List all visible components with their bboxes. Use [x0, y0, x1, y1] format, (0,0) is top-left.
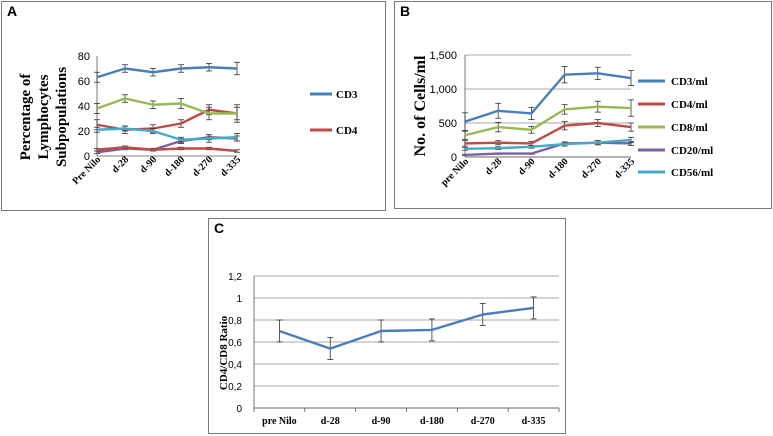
error-bar [276, 319, 283, 343]
chart-a-ylabel-line-1: Percentage of [18, 73, 34, 161]
chart-a-ylabel: Percentage of Lymphocytes Subpopulations [18, 67, 70, 167]
chart-c-ylabel: CD4/CD8 Ratio [218, 315, 230, 390]
chart-c-ytick: 0,6 [228, 338, 242, 349]
chart-a-category-label: d-90 [138, 154, 159, 175]
legend-item: CD8/ml [638, 122, 708, 134]
chart-b-series-cd8-ml [462, 99, 634, 140]
legend-label: CD20/ml [671, 145, 713, 157]
chart-c-ytick: 0,8 [228, 316, 242, 327]
chart-c-category-label: pre Nilo [262, 416, 297, 427]
series-line [464, 72, 632, 123]
chart-b-ytick: 1,000 [429, 84, 457, 96]
chart-a-ylabel-line-3: Subpopulations [54, 67, 70, 167]
series-line [279, 306, 534, 350]
legend-item: CD20/ml [638, 145, 713, 157]
legend-item: CD56/ml [638, 167, 713, 179]
series-line [96, 146, 238, 153]
panel-c: C CD4/CD8 Ratio 0 0,2 0,4 0,6 0,8 1 1,2 pre Ni… [208, 218, 566, 434]
chart-b-series-cd56-ml [462, 136, 634, 151]
chart-b-ylabel: No. of Cells/ml [412, 55, 429, 156]
chart-a: Percentage of Lymphocytes Subpopulations… [18, 51, 358, 187]
legend-label: CD56/ml [671, 167, 713, 179]
series-line [464, 138, 632, 151]
series-line [464, 105, 632, 137]
chart-b-series-cd4-ml [462, 119, 634, 147]
panel-c-label: C [214, 220, 225, 236]
chart-a-series-cd8 [94, 94, 240, 121]
legend-item: CD3 [310, 89, 358, 101]
chart-c-ytick: 0,4 [228, 360, 242, 371]
legend-label: CD3/ml [671, 76, 708, 88]
series-line [96, 97, 237, 115]
chart-a-series-cd56 [94, 125, 240, 143]
chart-c-category-label: d-270 [471, 416, 495, 427]
chart-c-ytick: 1 [236, 294, 242, 305]
error-bar [530, 296, 537, 320]
chart-c-category-label: d-90 [372, 416, 391, 427]
legend-item: CD4/ml [638, 99, 708, 111]
chart-c-ytick: 1,2 [228, 272, 242, 283]
chart-b-ytick: 0 [451, 152, 457, 164]
chart-c-ytick: 0 [236, 404, 242, 415]
chart-b-category-label: d-180 [546, 156, 571, 181]
chart-a-series-cd3 [94, 61, 240, 83]
chart-c-category-label: d-28 [321, 416, 340, 427]
series-line [96, 127, 238, 141]
chart-b-ytick: 1,500 [429, 50, 457, 62]
chart-b-category-label: d-335 [612, 156, 637, 181]
chart-a-ytick: 0 [84, 151, 90, 163]
legend-item: CD3/ml [638, 76, 708, 88]
panel-a: A Percentage of Lymphocytes Subpopulatio… [1, 1, 386, 211]
panel-b-label: B [400, 3, 411, 19]
legend-label: CD3 [336, 89, 358, 101]
chart-a-ytick: 60 [78, 76, 90, 88]
chart-a-category-label: d-270 [190, 154, 215, 179]
chart-b-category-label: d-90 [516, 156, 537, 177]
chart-a-ytick: 40 [78, 101, 90, 113]
chart-a-series-other [94, 145, 240, 153]
chart-b-category-label: d-270 [579, 156, 604, 181]
chart-a-ytick: 20 [78, 126, 90, 138]
panel-a-label: A [7, 3, 18, 19]
chart-c: CD4/CD8 Ratio 0 0,2 0,4 0,6 0,8 1 1,2 pre Nilo… [218, 272, 560, 427]
legend-item: CD4 [310, 125, 358, 137]
chart-c-ytick: 0,2 [228, 382, 242, 393]
legend-label: CD4 [336, 125, 358, 137]
chart-a-category-label: d-335 [218, 154, 243, 179]
chart-a-ylabel-line-2: Lymphocytes [36, 74, 52, 159]
chart-b-category-label: d-28 [483, 156, 504, 177]
legend-label: CD8/ml [671, 122, 708, 134]
chart-b-series-cd3-ml [462, 66, 634, 131]
chart-a-ytick: 80 [78, 51, 90, 63]
chart-c-category-label: d-335 [522, 416, 546, 427]
chart-b-ytick: 500 [439, 118, 457, 130]
series-line [464, 121, 632, 145]
chart-a-category-label: d-28 [110, 154, 131, 175]
legend-label: CD4/ml [671, 99, 708, 111]
panel-b: B No. of Cells/ml 0 500 1,000 1,500 pre Nil… [394, 1, 772, 209]
chart-c-category-label: d-180 [420, 416, 444, 427]
chart-a-category-label: d-180 [162, 154, 187, 179]
chart-c-series-cd4-cd8 [276, 296, 537, 361]
series-line [96, 66, 238, 79]
